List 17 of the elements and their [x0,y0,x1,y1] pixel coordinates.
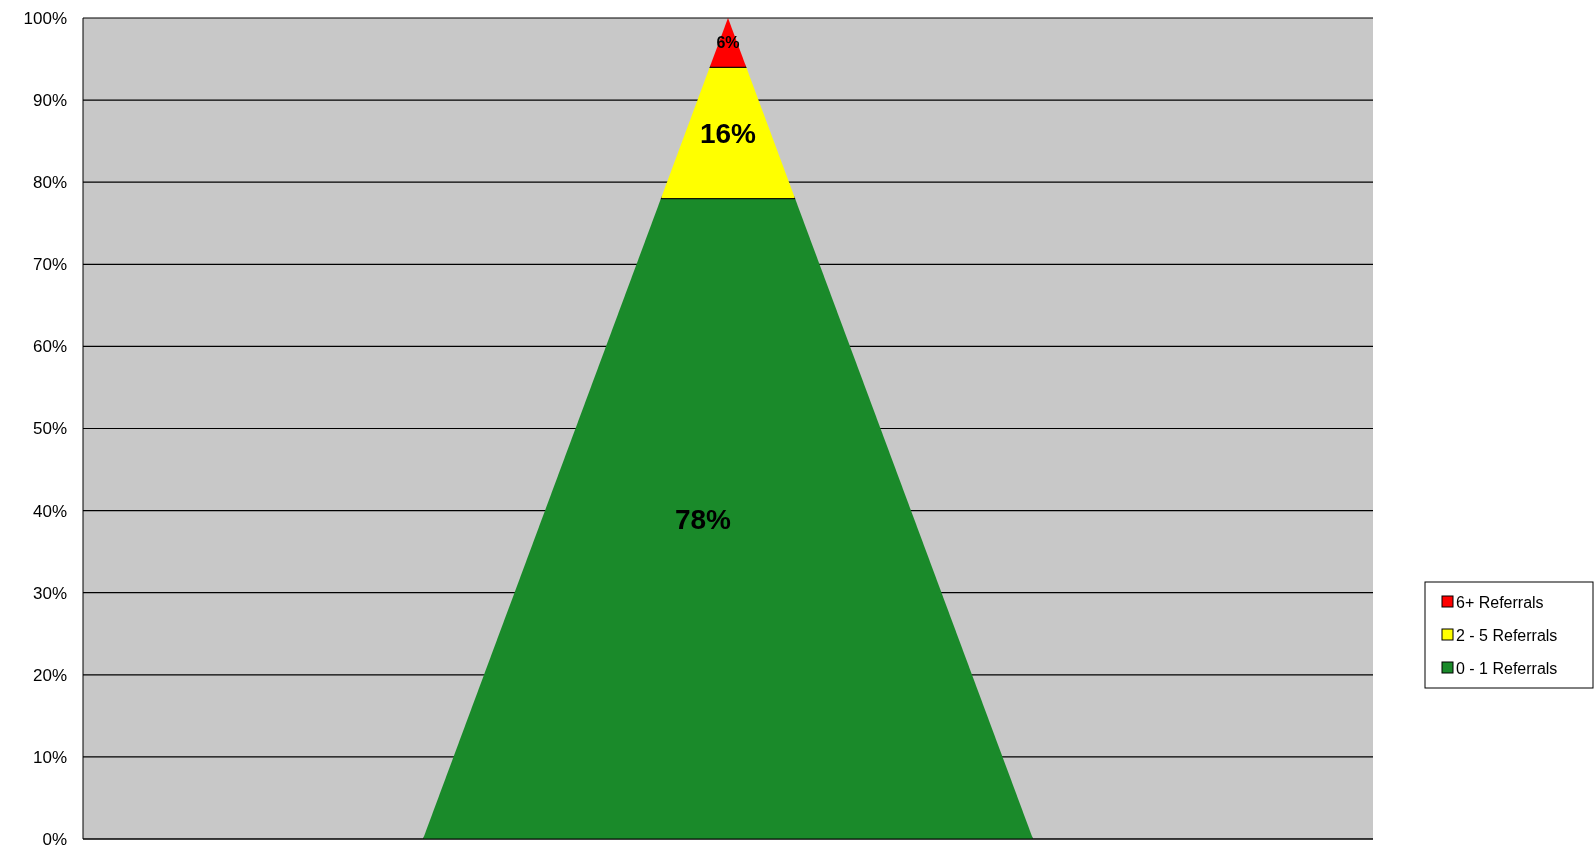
y-tick-label: 90% [32,91,67,111]
y-tick-label: 40% [32,501,67,521]
y-tick-label: 70% [32,255,67,275]
legend-label: 2 - 5 Referrals [1456,626,1558,644]
data-label: 78% [674,503,732,535]
y-tick-label: 80% [32,173,67,193]
data-label: 16% [699,117,757,149]
y-tick-label: 30% [32,583,67,603]
y-tick-label: 0% [42,829,67,848]
y-tick-label: 60% [32,337,67,357]
legend-label: 6+ Referrals [1456,593,1544,611]
legend-label: 0 - 1 Referrals [1456,659,1558,677]
y-tick-label: 50% [32,419,67,439]
y-tick-label: 20% [32,665,67,685]
data-label: 6% [716,34,740,52]
y-tick-label: 100% [23,8,67,28]
y-tick-label: 10% [32,747,67,767]
